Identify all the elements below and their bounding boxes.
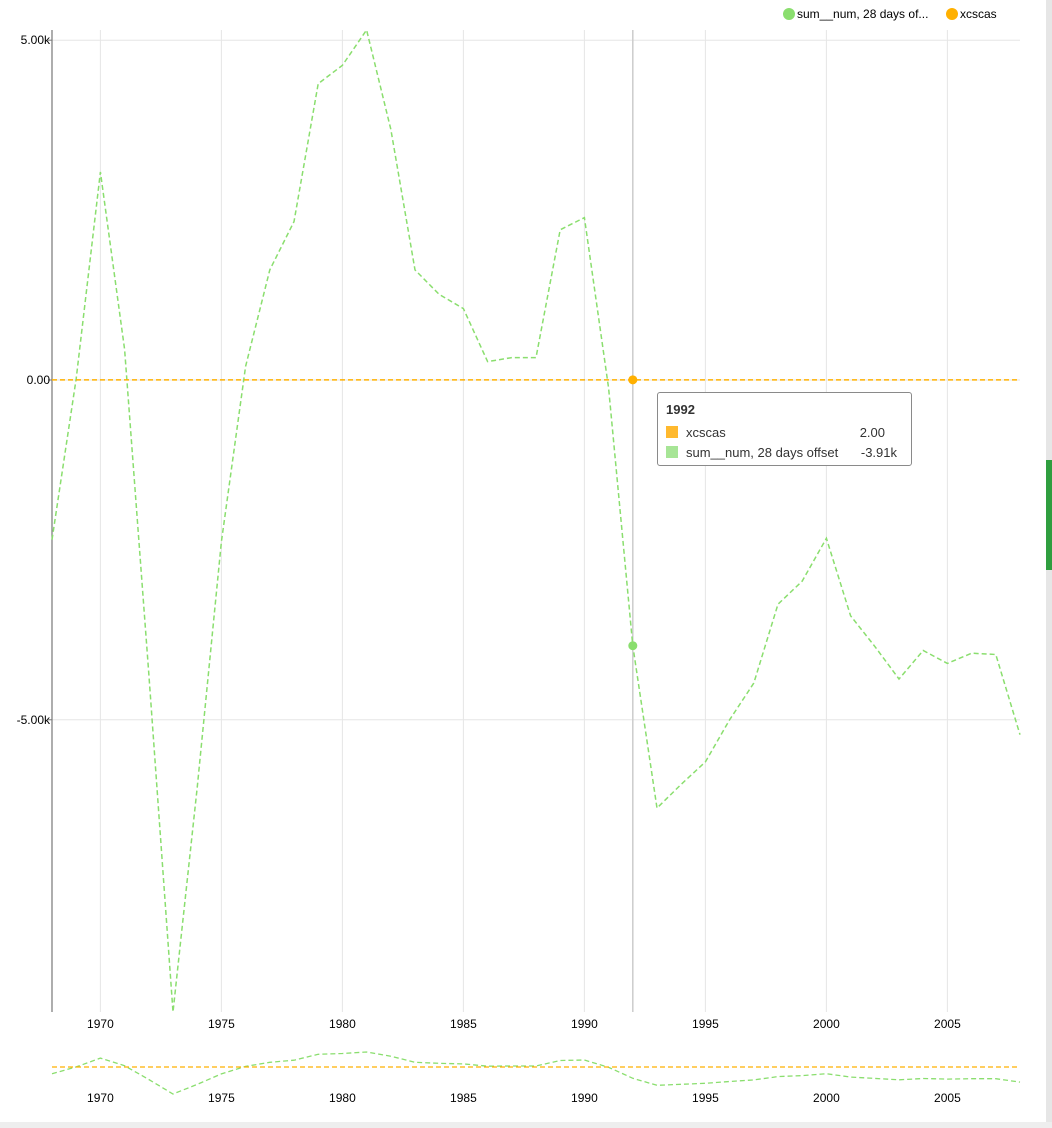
hover-point-1 [628, 375, 638, 385]
y-tick-label: 0.00 [27, 373, 51, 387]
brush-context-chart[interactable] [51, 1051, 1021, 1095]
context-series-line-0 [51, 1051, 1021, 1095]
context-x-tick-label: 2005 [934, 1091, 961, 1105]
tooltip-swatch-icon [666, 426, 678, 438]
context-x-tick-label: 1980 [329, 1091, 356, 1105]
window-edge-accent [1046, 460, 1052, 570]
tooltip-row-xcscas: xcscas 2.00 [666, 422, 903, 442]
hover-points [628, 375, 638, 651]
tooltip-series-name: sum__num, 28 days offset [686, 444, 839, 460]
context-x-axis: 1970 1975 1980 1985 1990 1995 2000 2005 [87, 1091, 961, 1105]
context-x-tick-label: 1970 [87, 1091, 114, 1105]
x-tick-label: 2000 [813, 1017, 840, 1031]
circle-icon [946, 8, 958, 20]
series-group [51, 28, 1021, 1013]
x-tick-label: 1990 [571, 1017, 598, 1031]
x-tick-label: 1980 [329, 1017, 356, 1031]
y-tick-label: 5.00k [21, 33, 51, 47]
circle-icon [783, 8, 795, 20]
x-axis: 1970 1975 1980 1985 1990 1995 2000 2005 [87, 1017, 961, 1031]
legend-label: sum__num, 28 days of... [797, 7, 928, 21]
tooltip-series-value: -3.91k [860, 444, 897, 460]
context-x-tick-label: 1995 [692, 1091, 719, 1105]
legend-item-0[interactable]: sum__num, 28 days of... [783, 7, 928, 21]
chart-tooltip: 1992 xcscas 2.00 sum__num, 28 days offse… [657, 392, 912, 466]
series-line-0[interactable] [51, 28, 1021, 1013]
tooltip-title: 1992 [666, 402, 695, 417]
x-tick-label: 1975 [208, 1017, 235, 1031]
context-x-tick-label: 1985 [450, 1091, 477, 1105]
y-axis: 5.00k 0.00 -5.00k [17, 33, 52, 727]
tooltip-swatch-icon [666, 446, 678, 458]
x-tick-label: 2005 [934, 1017, 961, 1031]
context-x-tick-label: 2000 [813, 1091, 840, 1105]
hover-point-0 [628, 641, 638, 651]
context-x-tick-label: 1975 [208, 1091, 235, 1105]
legend: sum__num, 28 days of... xcscas [783, 7, 997, 21]
x-tick-label: 1995 [692, 1017, 719, 1031]
y-tick-label: -5.00k [17, 713, 51, 727]
context-x-tick-label: 1990 [571, 1091, 598, 1105]
window-bottom-edge [0, 1122, 1052, 1128]
x-tick-label: 1970 [87, 1017, 114, 1031]
legend-item-1[interactable]: xcscas [946, 7, 997, 21]
tooltip-row-sum-num: sum__num, 28 days offset -3.91k [666, 442, 903, 462]
grid-lines [52, 30, 1020, 1012]
legend-label: xcscas [960, 7, 997, 21]
x-tick-label: 1985 [450, 1017, 477, 1031]
tooltip-series-name: xcscas [686, 424, 726, 440]
tooltip-series-value: 2.00 [859, 424, 885, 440]
